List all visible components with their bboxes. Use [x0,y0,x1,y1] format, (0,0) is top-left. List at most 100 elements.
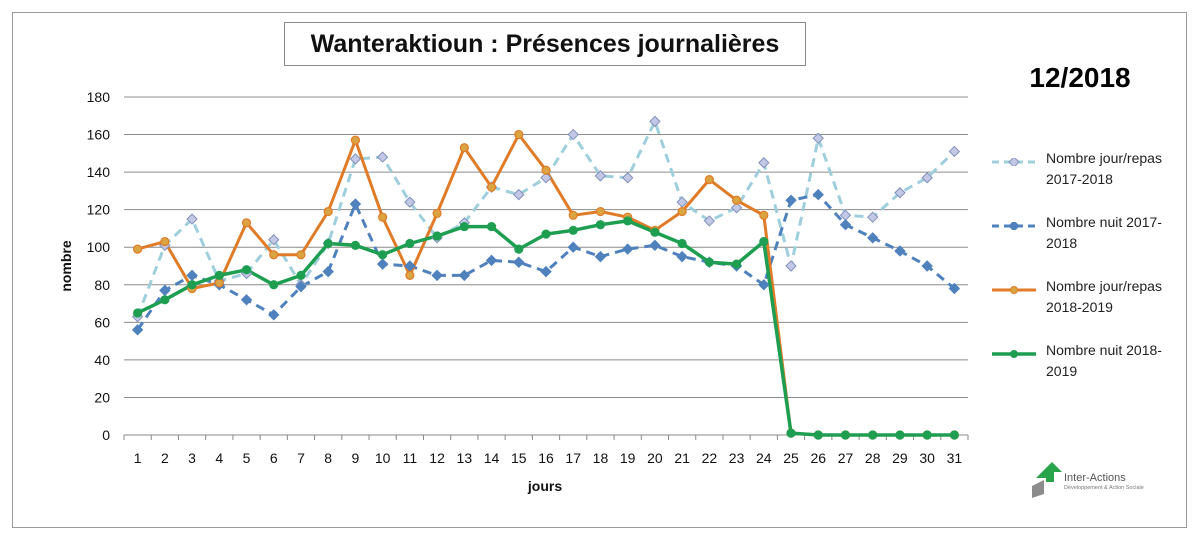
legend-swatch-marker [1010,350,1018,358]
x-tick-label: 5 [243,450,251,466]
x-axis-title: jours [527,478,562,494]
data-point [160,236,170,247]
data-point [486,221,497,232]
data-point [812,188,824,201]
x-tick-label: 13 [457,450,473,466]
data-point [894,245,906,257]
data-point [514,244,524,254]
x-tick-label: 3 [188,450,196,466]
data-point [322,265,334,278]
x-tick-label: 24 [756,450,772,466]
data-point [459,221,469,232]
y-tick-label: 100 [87,239,111,255]
data-point [541,165,551,175]
x-tick-label: 7 [297,450,305,466]
data-point [703,215,716,227]
legend-label-line2: 2018 [1046,235,1078,251]
legend-item: Nombre nuit 2017- 2018 [990,212,1195,276]
logo-name: Inter-Actions [1064,472,1126,484]
legend-label-line1: Nombre jour/repas [1046,150,1162,166]
data-point [895,430,905,440]
data-point [568,225,578,235]
y-tick-label: 140 [87,164,111,180]
data-point [404,196,416,208]
data-point [295,280,307,293]
data-point [812,132,824,145]
data-point [567,128,579,141]
data-point [867,232,879,244]
data-point [323,206,333,217]
period-label: 12/2018 [1029,62,1131,93]
x-tick-label: 20 [647,450,663,466]
data-point [677,206,687,217]
data-point [349,153,362,165]
data-point [623,216,633,226]
x-tick-label: 19 [620,450,636,466]
y-tick-label: 160 [87,127,111,143]
data-point [405,238,415,249]
x-tick-label: 26 [810,450,826,466]
data-point [595,206,606,217]
data-point [350,240,361,250]
data-point [540,265,552,278]
legend-label: Nombre nuit 2017- 2018 [1046,212,1196,254]
data-point [432,231,442,241]
legend-swatch-marker [1008,222,1020,230]
data-point [649,239,661,252]
data-point [214,278,224,288]
data-point [730,202,743,214]
data-point [594,170,607,182]
y-axis-title: nombre [58,240,74,292]
data-point [269,250,279,260]
x-tick-label: 28 [865,450,881,466]
x-tick-label: 9 [352,450,360,466]
data-point [786,428,796,438]
data-point [187,280,197,290]
y-tick-label: 0 [102,427,110,443]
data-point [759,236,769,247]
data-point [839,209,852,222]
data-point [376,151,389,163]
data-point [921,172,933,184]
data-point [704,175,714,185]
data-point [268,309,280,321]
data-point [649,115,661,128]
data-point [323,238,333,249]
series-line-3 [136,219,955,437]
legend-swatch-nuit-2018 [992,350,1036,358]
data-point [948,145,961,158]
data-point [513,188,525,201]
data-point [485,254,498,267]
x-tick-label: 29 [892,450,908,466]
data-point [432,208,442,219]
x-tick-label: 10 [375,450,391,466]
x-tick-label: 27 [838,450,854,466]
inter-actions-logo: Inter-Actions Développement & Action Soc… [1030,458,1180,502]
data-point [350,135,361,145]
data-point [459,143,469,153]
data-point [486,182,497,192]
x-tick-label: 30 [919,450,935,466]
data-point [758,157,770,169]
x-tick-label: 12 [429,450,445,466]
data-point [513,256,525,268]
data-point [186,269,198,282]
x-tick-label: 31 [947,450,963,466]
data-point [567,241,579,253]
data-point [240,294,253,306]
x-tick-label: 8 [324,450,332,466]
series-line-0 [136,119,956,318]
legend-item: Nombre jour/repas 2017-2018 [990,148,1195,212]
x-tick-label: 18 [593,450,609,466]
data-point [296,270,306,280]
data-point [568,210,578,220]
y-tick-label: 40 [94,352,110,368]
y-tick-label: 60 [94,314,110,330]
data-point [894,187,906,199]
markers-group [131,115,961,440]
data-point [731,259,742,269]
data-point [241,265,252,275]
data-point [650,227,660,237]
data-point [349,198,362,210]
data-point [241,218,252,228]
